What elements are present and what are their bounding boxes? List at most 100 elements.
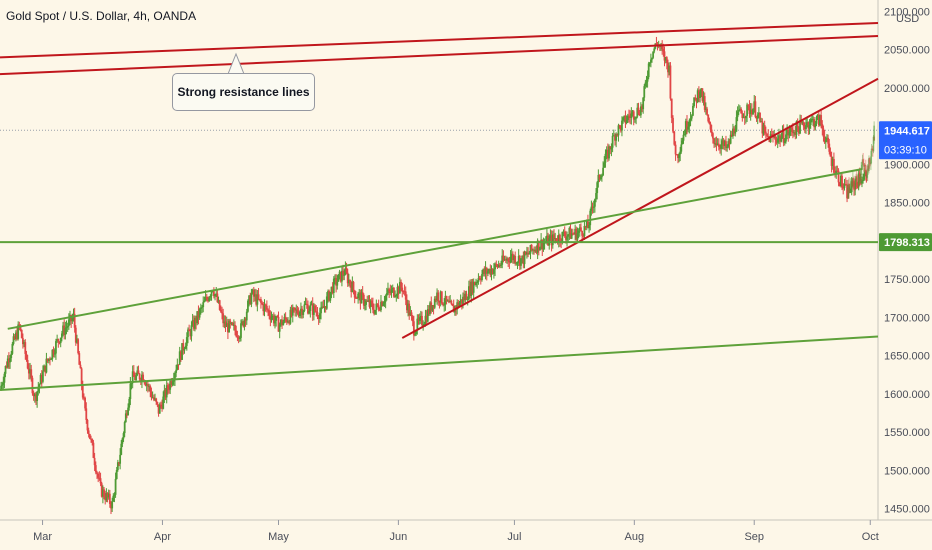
candle-body (729, 134, 732, 144)
candle-body (766, 133, 768, 137)
candle-body (707, 114, 710, 122)
candle-body (631, 111, 634, 114)
candle-body (742, 116, 745, 118)
candle-body (67, 319, 70, 327)
candle-body (124, 413, 127, 423)
candle-body (806, 122, 809, 126)
candle-body (686, 121, 688, 130)
candle-body (650, 59, 652, 63)
candle-body (172, 379, 175, 382)
candle-body (857, 173, 860, 188)
candle-body (790, 127, 793, 130)
candle-body (844, 184, 847, 186)
candle-body (359, 292, 362, 304)
candle-body (81, 385, 84, 398)
candle-body (614, 135, 616, 141)
candle-body (624, 115, 627, 124)
candle-body (310, 303, 313, 305)
candle-body (748, 105, 751, 115)
trendline-support (0, 335, 879, 391)
candle-body (50, 358, 53, 360)
candle-body (714, 143, 717, 145)
candle-body (345, 267, 348, 273)
candle-body (750, 109, 753, 115)
candle-body (570, 233, 573, 239)
candle-body (170, 381, 173, 385)
candle-body (465, 293, 468, 301)
candle-body (442, 303, 444, 306)
candle-body (511, 253, 514, 261)
candle-body (284, 316, 287, 320)
candle-body (557, 234, 560, 243)
candle-body (287, 321, 289, 323)
candle-body (842, 187, 845, 189)
time-tick-label: Aug (625, 531, 645, 543)
level-price-value: 1798.313 (884, 237, 930, 249)
candle-body (463, 296, 466, 301)
candle-body (780, 137, 783, 142)
candle-body (389, 291, 392, 294)
candle-body (338, 271, 341, 275)
candle-body (663, 51, 666, 61)
candle-body (528, 253, 531, 255)
candle-body (669, 65, 672, 99)
annotation-callout[interactable]: Strong resistance lines (172, 73, 315, 111)
candle-body (726, 146, 729, 148)
candle-body (490, 269, 493, 275)
candle-body (534, 249, 537, 252)
candle-body (4, 365, 7, 374)
candle-body (802, 122, 805, 127)
candle-body (761, 121, 764, 134)
candle-body (569, 228, 572, 239)
candle-body (300, 308, 302, 312)
candle-body (668, 65, 671, 73)
candle-body (725, 141, 727, 148)
candle-body (254, 294, 256, 297)
price-tick-label: 2100.000 (884, 6, 930, 18)
candle-body (157, 404, 160, 414)
candle-body (457, 302, 460, 307)
candle-body (816, 114, 819, 117)
candle-body (589, 210, 592, 226)
candle-body (408, 303, 411, 316)
candle-body (857, 183, 859, 185)
candle-body (783, 141, 786, 143)
candle-body (596, 182, 599, 194)
candle-body (388, 289, 391, 292)
candle-body (611, 135, 614, 148)
candle-body (555, 238, 558, 242)
candle-body (51, 349, 54, 359)
candle-body (175, 369, 178, 373)
candle-body (564, 236, 567, 240)
candle-body (500, 264, 502, 266)
candle-body (872, 136, 875, 152)
candle-body (302, 310, 305, 315)
candle-body (869, 162, 872, 165)
candle-body (605, 149, 608, 154)
candle-body (3, 373, 6, 383)
candle-body (317, 316, 320, 319)
candle-body (715, 143, 718, 146)
candle-body (364, 304, 366, 306)
candle-body (870, 156, 872, 165)
bar-countdown: 03:39:10 (884, 144, 927, 156)
candle-body (484, 267, 487, 274)
candle-body (385, 293, 388, 296)
candle-body (112, 495, 115, 502)
candle-body (373, 309, 375, 314)
candle-body (793, 132, 795, 134)
candle-body (478, 278, 481, 280)
candle-body (716, 143, 719, 146)
candle-body (272, 315, 275, 324)
candle-body (719, 146, 721, 149)
candle-body (637, 107, 640, 114)
candle-body (298, 311, 301, 316)
candle-body (17, 324, 20, 339)
candle-body (415, 330, 418, 335)
candle-body (464, 293, 467, 301)
candle-body (70, 315, 73, 322)
candle-body (356, 297, 358, 299)
candle-body (763, 125, 766, 132)
candle-body (120, 443, 123, 455)
